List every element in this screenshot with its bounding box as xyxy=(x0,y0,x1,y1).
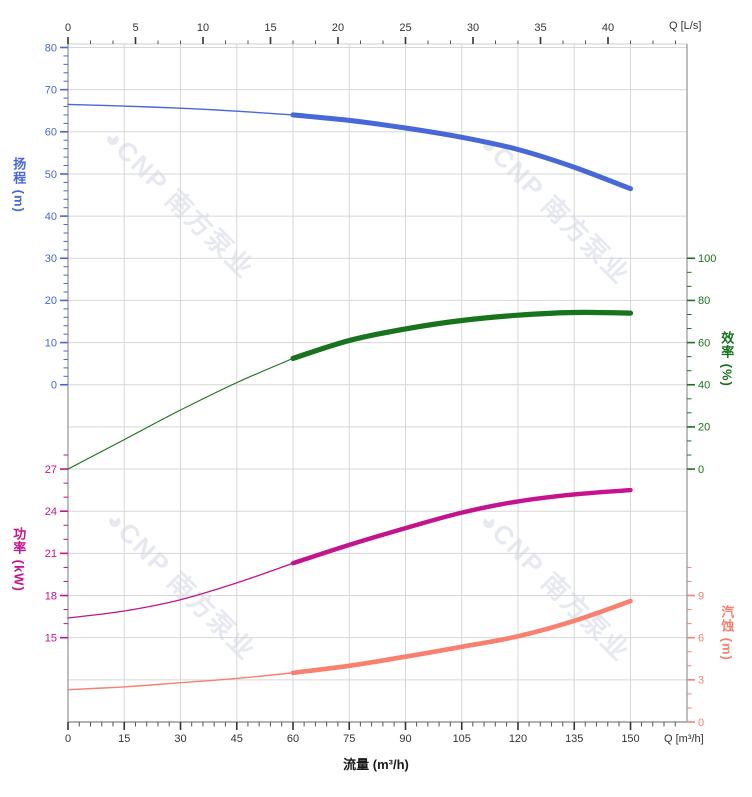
svg-text:80: 80 xyxy=(698,295,710,307)
svg-text:30: 30 xyxy=(45,253,57,265)
svg-text:105: 105 xyxy=(453,733,471,745)
svg-text:15: 15 xyxy=(45,632,57,644)
svg-text:40: 40 xyxy=(698,380,710,392)
svg-text:30: 30 xyxy=(174,733,186,745)
svg-text:0: 0 xyxy=(698,464,704,476)
power-axis-title: 功率 (kW) xyxy=(11,527,27,592)
svg-text:30: 30 xyxy=(467,22,479,34)
svg-text:5: 5 xyxy=(132,22,138,34)
svg-text:0: 0 xyxy=(51,380,57,392)
svg-text:9: 9 xyxy=(698,590,704,602)
svg-text:40: 40 xyxy=(602,22,614,34)
svg-text:60: 60 xyxy=(45,127,57,139)
svg-text:135: 135 xyxy=(565,733,583,745)
svg-text:20: 20 xyxy=(332,22,344,34)
npsh-axis-title: 汽蚀 (m) xyxy=(719,605,735,661)
svg-text:75: 75 xyxy=(343,733,355,745)
svg-text:10: 10 xyxy=(45,337,57,349)
bottom-axis-unit-label: Q [m³/h] xyxy=(664,733,704,745)
svg-text:45: 45 xyxy=(231,733,243,745)
svg-text:18: 18 xyxy=(45,590,57,602)
svg-text:70: 70 xyxy=(45,84,57,96)
svg-text:120: 120 xyxy=(509,733,527,745)
svg-text:60: 60 xyxy=(287,733,299,745)
svg-text:100: 100 xyxy=(698,253,716,265)
svg-text:15: 15 xyxy=(118,733,130,745)
svg-text:0: 0 xyxy=(698,717,704,729)
svg-text:0: 0 xyxy=(65,22,71,34)
svg-text:21: 21 xyxy=(45,548,57,560)
svg-text:3: 3 xyxy=(698,675,704,687)
svg-text:80: 80 xyxy=(45,42,57,54)
svg-text:24: 24 xyxy=(45,506,57,518)
svg-text:20: 20 xyxy=(45,295,57,307)
flow-axis-title: 流量 (m³/h) xyxy=(343,757,409,772)
svg-text:15: 15 xyxy=(264,22,276,34)
efficiency-axis-title: 效率 (%) xyxy=(719,331,735,387)
svg-text:50: 50 xyxy=(45,169,57,181)
svg-text:6: 6 xyxy=(698,632,704,644)
svg-text:10: 10 xyxy=(197,22,209,34)
head-axis-title: 扬程 (m) xyxy=(11,157,27,213)
svg-text:90: 90 xyxy=(399,733,411,745)
svg-text:25: 25 xyxy=(399,22,411,34)
svg-text:20: 20 xyxy=(698,422,710,434)
svg-text:150: 150 xyxy=(621,733,639,745)
svg-text:35: 35 xyxy=(534,22,546,34)
svg-text:40: 40 xyxy=(45,211,57,223)
top-axis-unit-label: Q [L/s] xyxy=(669,20,702,32)
svg-text:27: 27 xyxy=(45,464,57,476)
svg-text:60: 60 xyxy=(698,337,710,349)
svg-text:0: 0 xyxy=(65,733,71,745)
